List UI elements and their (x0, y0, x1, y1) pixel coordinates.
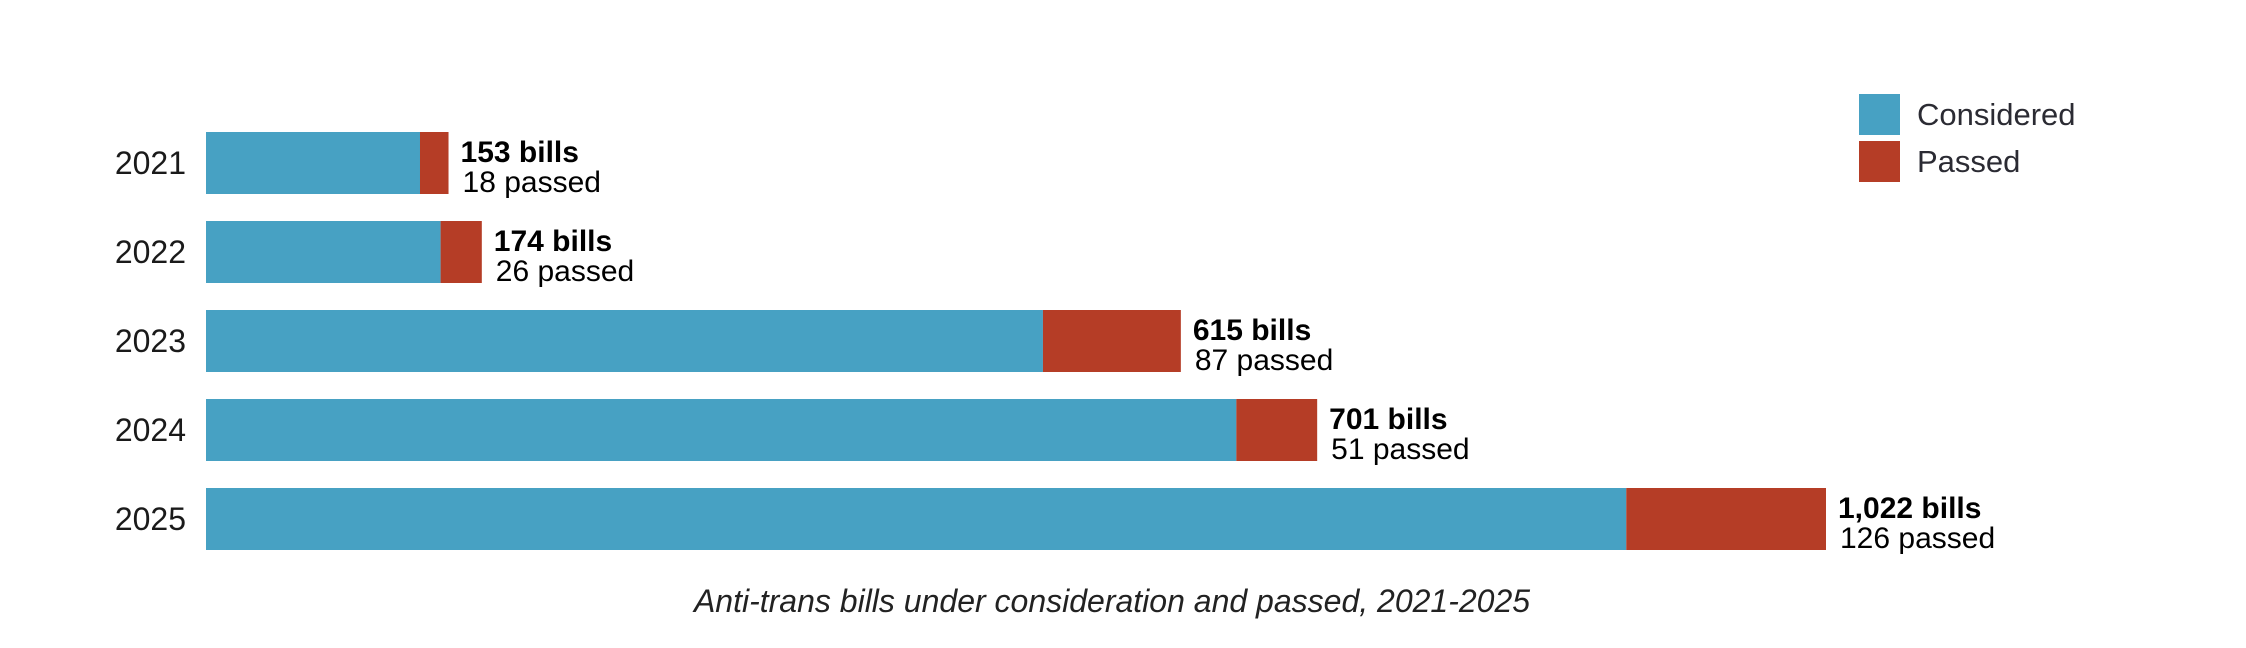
bar-passed-2022 (440, 221, 482, 283)
legend-label-considered: Considered (1917, 97, 2076, 132)
bar-passed-2023 (1042, 310, 1181, 372)
legend: Considered Passed (1859, 94, 2076, 182)
bar-passed-2025 (1626, 488, 1826, 550)
bar-considered-2022 (206, 221, 441, 283)
bar-considered-2025 (206, 488, 1627, 550)
year-label-2021: 2021 (115, 145, 186, 181)
total-label-2022: 174 bills (494, 225, 612, 258)
passed-label-2025: 126 passed (1840, 522, 1995, 555)
total-label-2025: 1,022 bills (1838, 492, 1981, 525)
bar-considered-2021 (206, 132, 420, 194)
legend-swatch-passed (1859, 141, 1900, 182)
year-label-2025: 2025 (115, 501, 186, 537)
bar-considered-2024 (206, 399, 1237, 461)
bar-considered-2023 (206, 310, 1043, 372)
passed-label-2021: 18 passed (463, 166, 601, 199)
passed-label-2024: 51 passed (1331, 433, 1469, 466)
year-label-2024: 2024 (115, 412, 186, 448)
legend-label-passed: Passed (1917, 144, 2020, 179)
bar-passed-2024 (1236, 399, 1318, 461)
passed-label-2023: 87 passed (1195, 344, 1333, 377)
bar-passed-2021 (419, 132, 449, 194)
total-label-2023: 615 bills (1193, 314, 1311, 347)
year-label-2022: 2022 (115, 234, 186, 270)
total-label-2021: 153 bills (461, 136, 579, 169)
total-label-2024: 701 bills (1329, 403, 1447, 436)
chart-title: Anti-trans bills under consideration and… (692, 583, 1530, 619)
legend-swatch-considered (1859, 94, 1900, 135)
year-label-2023: 2023 (115, 323, 186, 359)
passed-label-2022: 26 passed (496, 255, 634, 288)
